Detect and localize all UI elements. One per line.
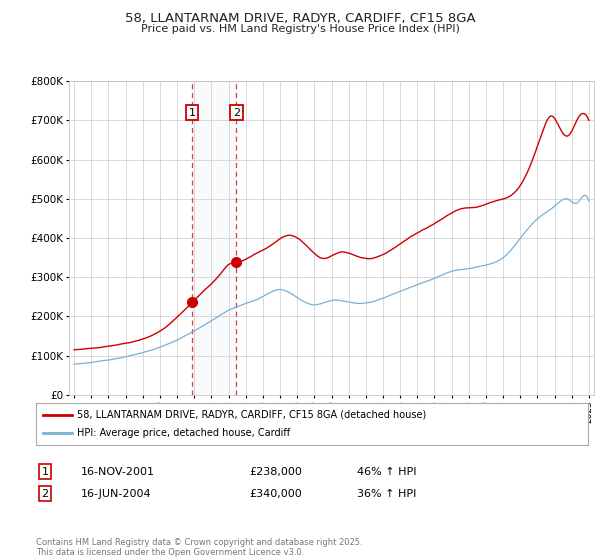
Text: £340,000: £340,000 — [249, 489, 302, 499]
Text: 2: 2 — [41, 489, 49, 499]
Text: 2: 2 — [233, 108, 240, 118]
Text: 16-NOV-2001: 16-NOV-2001 — [81, 466, 155, 477]
Text: 16-JUN-2004: 16-JUN-2004 — [81, 489, 152, 499]
Text: 58, LLANTARNAM DRIVE, RADYR, CARDIFF, CF15 8GA (detached house): 58, LLANTARNAM DRIVE, RADYR, CARDIFF, CF… — [77, 410, 427, 420]
Text: 58, LLANTARNAM DRIVE, RADYR, CARDIFF, CF15 8GA: 58, LLANTARNAM DRIVE, RADYR, CARDIFF, CF… — [125, 12, 475, 25]
Text: £238,000: £238,000 — [249, 466, 302, 477]
Text: 36% ↑ HPI: 36% ↑ HPI — [357, 489, 416, 499]
Text: 46% ↑ HPI: 46% ↑ HPI — [357, 466, 416, 477]
Text: 1: 1 — [188, 108, 196, 118]
Bar — [192, 81, 236, 395]
Text: HPI: Average price, detached house, Cardiff: HPI: Average price, detached house, Card… — [77, 428, 290, 438]
Text: Price paid vs. HM Land Registry's House Price Index (HPI): Price paid vs. HM Land Registry's House … — [140, 24, 460, 34]
Text: Contains HM Land Registry data © Crown copyright and database right 2025.
This d: Contains HM Land Registry data © Crown c… — [36, 538, 362, 557]
Text: 1: 1 — [41, 466, 49, 477]
